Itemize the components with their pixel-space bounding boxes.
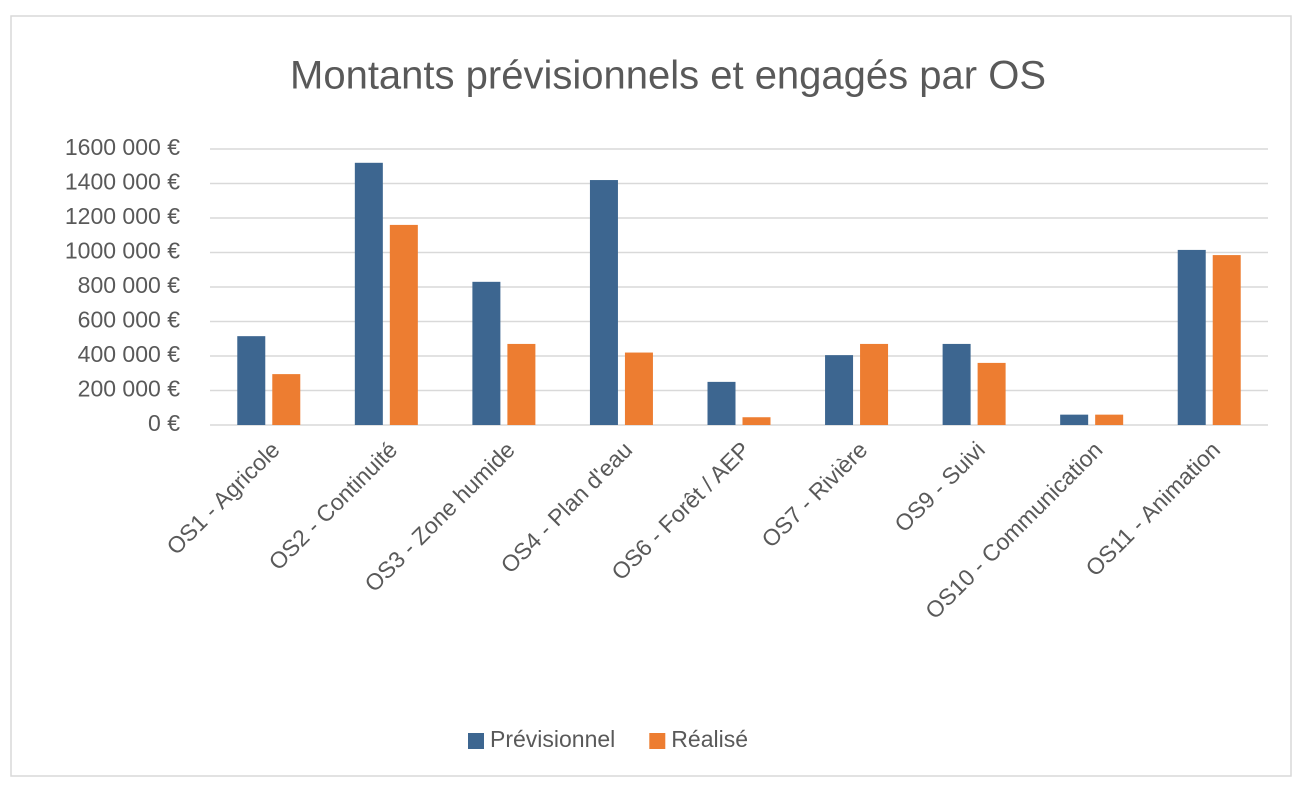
bar [1060, 414, 1089, 425]
legend-label: Prévisionnel [490, 726, 615, 752]
chart-title: Montants prévisionnels et engagés par OS [290, 54, 1046, 98]
bar [507, 343, 536, 425]
y-tick-label: 600 000 € [78, 307, 181, 333]
y-tick-label: 1600 000 € [65, 134, 180, 160]
y-tick-label: 800 000 € [78, 272, 181, 298]
bar [272, 374, 301, 425]
legend-label: Réalisé [671, 726, 748, 752]
legend-swatch [468, 733, 484, 749]
bar [825, 355, 854, 425]
y-tick-label: 400 000 € [78, 341, 181, 367]
legend-swatch [649, 733, 666, 749]
y-tick-label: 1400 000 € [65, 169, 180, 195]
bar [389, 224, 418, 425]
bar [237, 336, 266, 425]
bar [942, 343, 971, 425]
bar [1095, 414, 1124, 425]
bar [1212, 255, 1241, 425]
bar [472, 281, 501, 425]
y-tick-label: 200 000 € [78, 376, 181, 402]
bar [977, 362, 1006, 425]
bar [860, 343, 889, 425]
bar [707, 381, 736, 425]
y-tick-label: 0 € [148, 410, 180, 436]
bar [589, 180, 618, 425]
y-tick-label: 1000 000 € [65, 238, 180, 264]
bar [742, 417, 771, 425]
y-tick-label: 1200 000 € [65, 203, 180, 229]
bar [1177, 249, 1206, 425]
bar [354, 162, 383, 426]
bar [624, 352, 653, 425]
